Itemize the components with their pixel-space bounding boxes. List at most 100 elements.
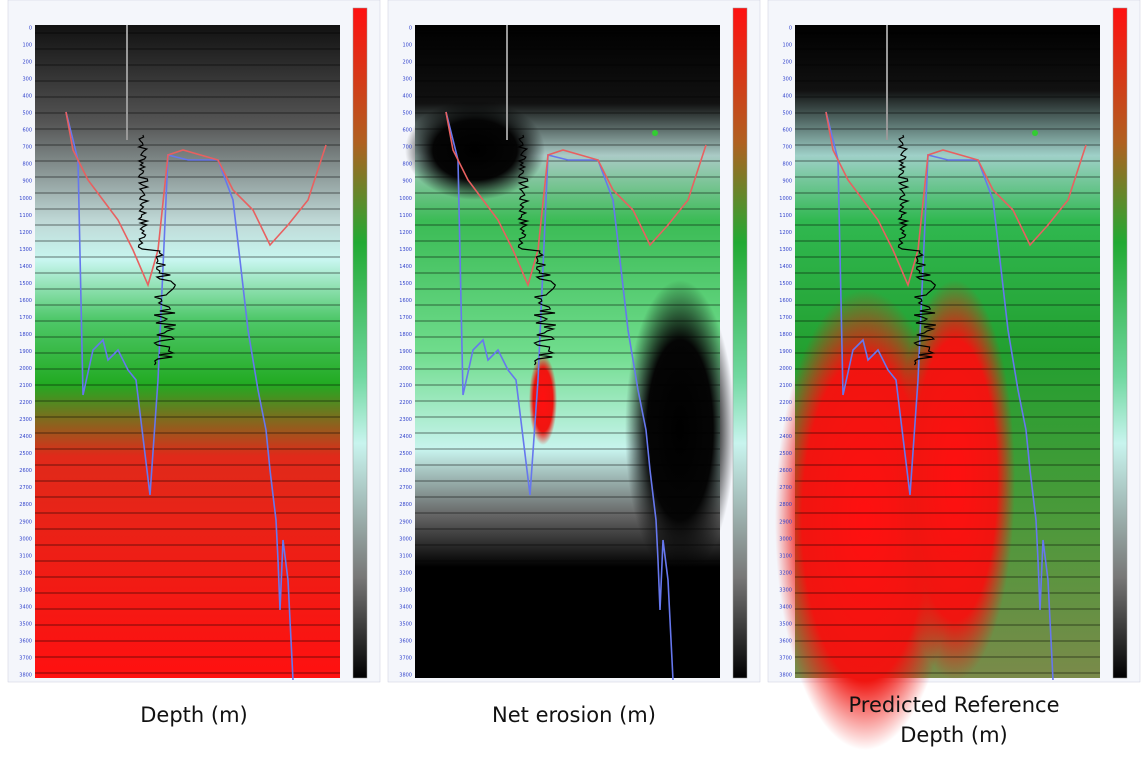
depth-tick-label: 3300 bbox=[19, 587, 32, 593]
depth-tick-label: 3800 bbox=[779, 673, 792, 679]
depth-tick-label: 3800 bbox=[19, 673, 32, 679]
depth-tick-label: 1100 bbox=[399, 213, 412, 219]
depth-tick-label: 2800 bbox=[399, 502, 412, 508]
depth-tick-label: 1500 bbox=[19, 281, 32, 287]
depth-tick-label: 1600 bbox=[779, 298, 792, 304]
depth-tick-label: 2300 bbox=[399, 417, 412, 423]
depth-tick-label: 1800 bbox=[779, 332, 792, 338]
depth-tick-label: 2200 bbox=[779, 400, 792, 406]
depth-tick-label: 2200 bbox=[19, 400, 32, 406]
depth-tick-label: 1000 bbox=[19, 196, 32, 202]
depth-tick-label: 1300 bbox=[399, 247, 412, 253]
depth-tick-label: 2100 bbox=[779, 383, 792, 389]
depth-tick-label: 900 bbox=[402, 179, 412, 185]
depth-tick-label: 1000 bbox=[399, 196, 412, 202]
depth-tick-label: 700 bbox=[402, 145, 412, 151]
depth-tick-label: 2900 bbox=[779, 519, 792, 525]
depth-tick-label: 0 bbox=[29, 26, 32, 32]
depth-tick-label: 1000 bbox=[779, 196, 792, 202]
depth-tick-label: 1800 bbox=[19, 332, 32, 338]
depth-tick-label: 3500 bbox=[19, 621, 32, 627]
caption: Net erosion (m) bbox=[492, 703, 656, 727]
depth-tick-label: 2000 bbox=[19, 366, 32, 372]
depth-tick-label: 1700 bbox=[399, 315, 412, 321]
colorbar bbox=[1113, 8, 1127, 678]
caption: Predicted Reference bbox=[848, 693, 1059, 717]
depth-tick-label: 2700 bbox=[779, 485, 792, 491]
high-zone bbox=[529, 355, 557, 445]
depth-tick-label: 1700 bbox=[19, 315, 32, 321]
caption: Depth (m) bbox=[900, 723, 1007, 747]
heatmap bbox=[35, 25, 340, 678]
depth-tick-label: 2500 bbox=[19, 451, 32, 457]
depth-tick-label: 1200 bbox=[399, 230, 412, 236]
depth-tick-label: 1400 bbox=[399, 264, 412, 270]
panel: 0100200300400500600700800900100011001200… bbox=[388, 0, 760, 682]
depth-tick-label: 1100 bbox=[19, 213, 32, 219]
figure: 0 100 200 300 400 500 600 700 800 900 1000 1100 1200… bbox=[0, 0, 1142, 760]
depth-tick-label: 1900 bbox=[779, 349, 792, 355]
depth-tick-label: 1400 bbox=[19, 264, 32, 270]
depth-tick-label: 1700 bbox=[779, 315, 792, 321]
depth-tick-label: 600 bbox=[22, 128, 32, 134]
depth-tick-label: 3300 bbox=[399, 587, 412, 593]
depth-tick-label: 2200 bbox=[399, 400, 412, 406]
depth-tick-label: 2400 bbox=[779, 434, 792, 440]
marker bbox=[1032, 130, 1038, 136]
depth-tick-label: 3700 bbox=[399, 655, 412, 661]
depth-tick-label: 2700 bbox=[19, 485, 32, 491]
depth-tick-label: 3600 bbox=[19, 638, 32, 644]
depth-tick-label: 2400 bbox=[19, 434, 32, 440]
depth-tick-label: 3100 bbox=[399, 553, 412, 559]
depth-tick-label: 1300 bbox=[779, 247, 792, 253]
depth-tick-label: 1200 bbox=[19, 230, 32, 236]
depth-tick-label: 2300 bbox=[19, 417, 32, 423]
depth-tick-label: 700 bbox=[22, 145, 32, 151]
depth-tick-label: 800 bbox=[402, 162, 412, 168]
depth-tick-label: 200 bbox=[22, 60, 32, 66]
depth-tick-label: 3400 bbox=[779, 604, 792, 610]
depth-tick-label: 3000 bbox=[779, 536, 792, 542]
depth-tick-label: 3200 bbox=[779, 570, 792, 576]
depth-tick-label: 3500 bbox=[779, 621, 792, 627]
depth-tick-label: 2500 bbox=[399, 451, 412, 457]
depth-tick-label: 2000 bbox=[779, 366, 792, 372]
panel: 0100200300400500600700800900100011001200… bbox=[768, 0, 1140, 750]
depth-tick-label: 300 bbox=[782, 77, 792, 83]
depth-tick-label: 3600 bbox=[399, 638, 412, 644]
depth-tick-label: 0 bbox=[789, 26, 792, 32]
depth-tick-label: 600 bbox=[782, 128, 792, 134]
depth-tick-label: 500 bbox=[402, 111, 412, 117]
depth-tick-label: 2100 bbox=[399, 383, 412, 389]
depth-tick-label: 3600 bbox=[779, 638, 792, 644]
depth-tick-label: 2900 bbox=[399, 519, 412, 525]
depth-tick-label: 3100 bbox=[779, 553, 792, 559]
colorbar bbox=[733, 8, 747, 678]
depth-tick-label: 1500 bbox=[399, 281, 412, 287]
depth-tick-label: 3200 bbox=[399, 570, 412, 576]
depth-tick-label: 1200 bbox=[779, 230, 792, 236]
depth-tick-label: 500 bbox=[22, 111, 32, 117]
depth-tick-label: 3200 bbox=[19, 570, 32, 576]
depth-tick-label: 3100 bbox=[19, 553, 32, 559]
depth-tick-label: 800 bbox=[782, 162, 792, 168]
low-zone bbox=[625, 280, 735, 580]
depth-tick-label: 2600 bbox=[399, 468, 412, 474]
depth-tick-label: 3000 bbox=[399, 536, 412, 542]
depth-tick-label: 0 bbox=[409, 26, 412, 32]
depth-tick-label: 3400 bbox=[399, 604, 412, 610]
depth-tick-label: 2600 bbox=[779, 468, 792, 474]
depth-tick-label: 2100 bbox=[19, 383, 32, 389]
depth-tick-label: 1600 bbox=[19, 298, 32, 304]
depth-tick-label: 3700 bbox=[19, 655, 32, 661]
panel: 0100200300400500600700800900100011001200… bbox=[8, 0, 380, 682]
depth-tick-label: 2400 bbox=[399, 434, 412, 440]
depth-tick-label: 1600 bbox=[399, 298, 412, 304]
depth-tick-label: 400 bbox=[782, 94, 792, 100]
depth-tick-label: 3000 bbox=[19, 536, 32, 542]
depth-tick-label: 1400 bbox=[779, 264, 792, 270]
depth-tick-label: 300 bbox=[22, 77, 32, 83]
depth-tick-label: 100 bbox=[782, 43, 792, 49]
depth-tick-label: 1100 bbox=[779, 213, 792, 219]
depth-tick-label: 1800 bbox=[399, 332, 412, 338]
